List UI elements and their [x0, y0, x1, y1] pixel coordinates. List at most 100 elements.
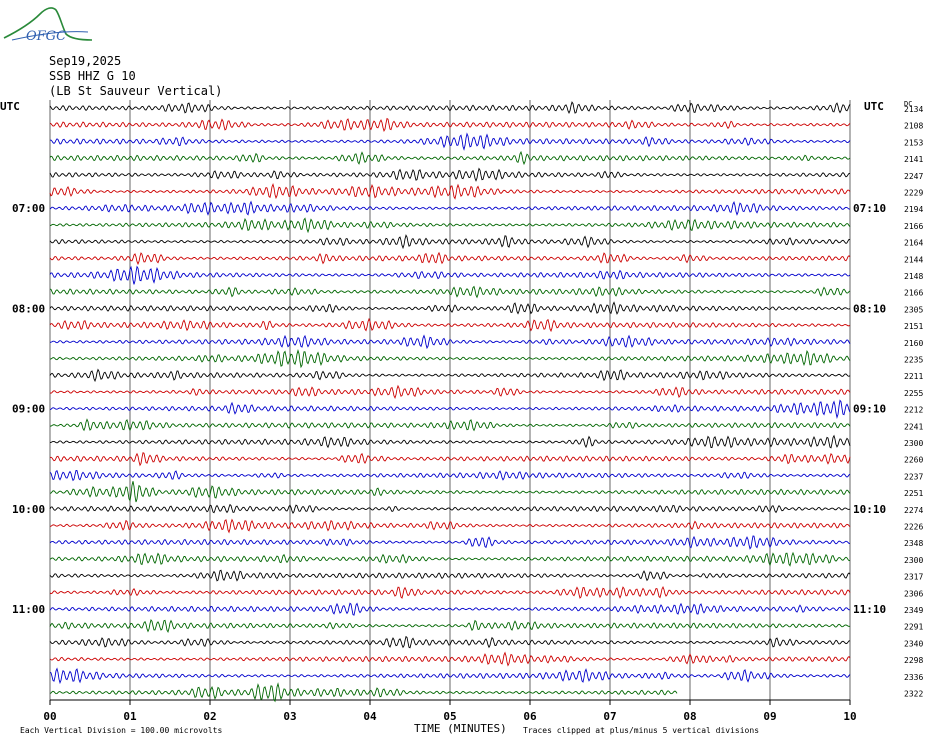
x-tick-label: 00	[43, 710, 56, 723]
right-utc-label: UTC	[864, 100, 884, 113]
trace-row-13	[49, 317, 851, 333]
dc-offset-label: 2306	[904, 589, 923, 598]
dc-offset-label: 2166	[904, 222, 923, 231]
trace-row-21	[49, 452, 851, 467]
x-tick-label: 03	[283, 710, 296, 723]
x-tick-label: 08	[683, 710, 696, 723]
dc-offset-label: 2153	[904, 138, 923, 147]
dc-offset-label: 2144	[904, 255, 923, 264]
dc-offset-label: 2108	[904, 122, 923, 131]
trace-row-26	[49, 535, 850, 550]
trace-row-0	[49, 101, 851, 114]
header-location: (LB St Sauveur Vertical)	[49, 84, 222, 98]
dc-offset-label: 2305	[904, 305, 923, 314]
trace-row-5	[49, 182, 851, 200]
trace-row-23	[49, 481, 851, 503]
trace-row-34	[49, 667, 851, 685]
dc-offset-label: 2164	[904, 239, 923, 248]
dc-offset-label: 2317	[904, 573, 923, 582]
trace-row-25	[49, 518, 851, 534]
trace-row-30	[49, 602, 851, 616]
trace-row-29	[49, 585, 851, 599]
trace-row-4	[49, 167, 851, 182]
right-time-label: 10:10	[853, 503, 886, 516]
logo-text: OFGC	[26, 29, 66, 44]
dc-offset-label: 2211	[904, 372, 923, 381]
right-time-label: 07:10	[853, 202, 886, 215]
trace-row-7	[49, 217, 851, 234]
right-time-labels: 07:10 08:10 09:10 10:10 11:10	[853, 202, 886, 616]
dc-offset-label: 2148	[904, 272, 923, 281]
scale-note: Each Vertical Division = 100.00 microvol…	[20, 726, 222, 735]
dc-offset-label: 2298	[904, 656, 923, 665]
right-time-label: 08:10	[853, 302, 886, 315]
left-time-label: 10:00	[12, 503, 45, 516]
dc-offset-label: 2134	[904, 105, 923, 114]
trace-row-14	[49, 334, 851, 350]
dc-offset-label: 2300	[904, 439, 923, 448]
dc-offset-label: 2300	[904, 556, 923, 565]
dc-offset-label: 2212	[904, 406, 923, 415]
trace-row-3	[49, 150, 851, 166]
trace-row-15	[49, 349, 851, 369]
seismic-traces	[49, 101, 851, 703]
x-tick-label: 04	[363, 710, 377, 723]
trace-row-18	[49, 399, 851, 419]
trace-row-19	[49, 418, 851, 432]
trace-row-24	[49, 503, 851, 514]
trace-row-28	[49, 569, 851, 582]
trace-row-20	[49, 434, 851, 449]
dc-offset-label: 2229	[904, 189, 923, 198]
dc-offset-label: 2291	[904, 623, 923, 632]
dc-offset-label: 2237	[904, 472, 923, 481]
x-tick-label: 10	[843, 710, 856, 723]
left-time-label: 07:00	[12, 202, 45, 215]
dc-offset-label: 2251	[904, 489, 923, 498]
dc-offset-label: 2235	[904, 356, 923, 365]
trace-row-2	[49, 132, 851, 151]
dc-offset-label: 2160	[904, 339, 923, 348]
trace-row-31	[49, 619, 851, 633]
trace-row-11	[49, 285, 851, 299]
right-time-label: 09:10	[853, 403, 886, 416]
trace-row-35	[49, 682, 678, 703]
dc-label: DC	[904, 100, 912, 108]
dc-offset-label: 2151	[904, 322, 923, 331]
dc-offset-label: 2194	[904, 205, 923, 214]
x-tick-label: 09	[763, 710, 776, 723]
trace-row-22	[49, 469, 851, 482]
x-tick-label: 02	[203, 710, 216, 723]
dc-offset-label: 2348	[904, 539, 923, 548]
trace-row-17	[49, 384, 851, 400]
dc-offset-label: 2141	[904, 155, 923, 164]
trace-row-16	[49, 368, 851, 383]
dc-offset-label: 2322	[904, 690, 923, 699]
trace-row-32	[49, 635, 851, 649]
dc-offset-label: 2349	[904, 606, 923, 615]
x-tick-label: 05	[443, 710, 456, 723]
dc-offset-label: 2241	[904, 422, 923, 431]
dc-offset-labels: 2134 2108 2153 2141 2247 2229 2194 2166 2164 2144…	[904, 105, 923, 699]
x-axis-title: TIME (MINUTES)	[414, 722, 507, 735]
left-time-label: 09:00	[12, 403, 45, 416]
dc-offset-label: 2260	[904, 456, 923, 465]
left-time-label: 08:00	[12, 302, 45, 315]
x-tick-label: 07	[603, 710, 616, 723]
trace-row-1	[49, 117, 851, 132]
clip-note: Traces clipped at plus/minus 5 vertical …	[523, 726, 759, 735]
dc-offset-label: 2336	[904, 673, 923, 682]
right-time-label: 11:10	[853, 603, 886, 616]
dc-offset-label: 2247	[904, 172, 923, 181]
left-time-labels: 07:00 08:00 09:00 10:00 11:00	[12, 202, 45, 616]
dc-offset-label: 2340	[904, 639, 923, 648]
x-tick-label: 01	[123, 710, 137, 723]
left-utc-label: UTC	[0, 100, 20, 113]
x-axis-ticks: 00 01 02 03 04 05 06 07 08 09 10	[43, 700, 857, 723]
x-tick-label: 06	[523, 710, 537, 723]
header-date: Sep19,2025	[49, 54, 121, 68]
trace-row-33	[49, 651, 851, 667]
trace-row-12	[49, 301, 851, 315]
trace-row-8	[49, 234, 851, 250]
trace-row-6	[49, 200, 851, 216]
